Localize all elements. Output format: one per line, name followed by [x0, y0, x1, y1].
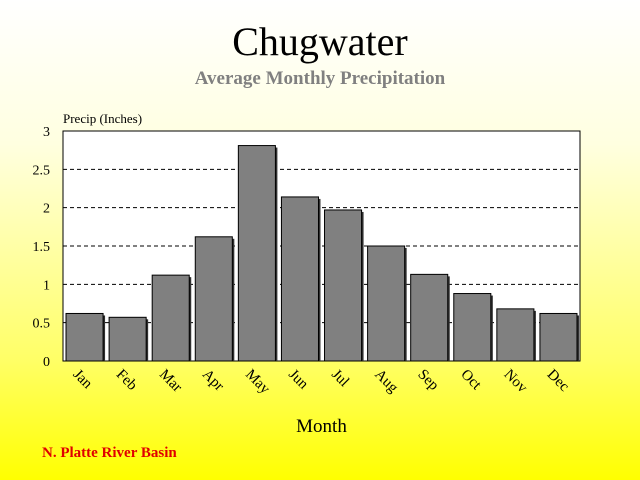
x-tick-label: Nov [501, 367, 531, 397]
bar-may [237, 145, 276, 362]
x-axis-label: Month [296, 416, 347, 437]
bar-aug [367, 245, 406, 362]
y-axis-ticks: 0 0.5 1 1.5 2 2.5 3 [33, 125, 51, 370]
gridlines [63, 168, 580, 324]
y-tick-label: 1.5 [33, 240, 51, 255]
x-tick-label: Jan [70, 367, 96, 393]
bar-mar [151, 274, 190, 362]
y-tick-label: 2 [43, 202, 50, 217]
x-tick-label: Aug [371, 367, 401, 397]
bar-jan [65, 312, 104, 362]
x-tick-label: Apr [199, 367, 227, 395]
chart-subtitle: Average Monthly Precipitation [194, 68, 446, 89]
bars [65, 145, 579, 362]
x-tick-label: May [242, 367, 273, 398]
y-tick-label: 2.5 [33, 163, 51, 178]
bar-jul [324, 209, 363, 362]
x-axis-ticks: Jan Feb Mar Apr May Jun Jul Aug Sep Oct Nov Dec [70, 367, 573, 398]
y-tick-label: 0 [43, 355, 50, 370]
bar-nov [496, 308, 535, 362]
x-tick-label: Feb [113, 367, 140, 394]
x-tick-label: Jul [328, 367, 352, 391]
x-tick-label: Dec [544, 367, 573, 396]
y-axis-label: Precip (Inches) [63, 111, 142, 126]
y-tick-label: 0.5 [33, 317, 51, 332]
x-tick-label: Sep [414, 367, 441, 394]
bar-feb [108, 316, 147, 362]
x-tick-label: Mar [156, 367, 185, 396]
bar-sep [410, 273, 449, 362]
basin-label: N. Platte River Basin [42, 445, 177, 461]
bar-jun [280, 196, 319, 362]
y-tick-label: 3 [43, 125, 50, 140]
bar-dec [539, 312, 578, 362]
bar-apr [194, 236, 233, 362]
y-tick-label: 1 [43, 278, 50, 293]
x-tick-label: Oct [457, 367, 484, 394]
chart-title: Chugwater [232, 19, 408, 64]
x-tick-label: Jun [285, 367, 311, 393]
bar-oct [453, 293, 492, 362]
